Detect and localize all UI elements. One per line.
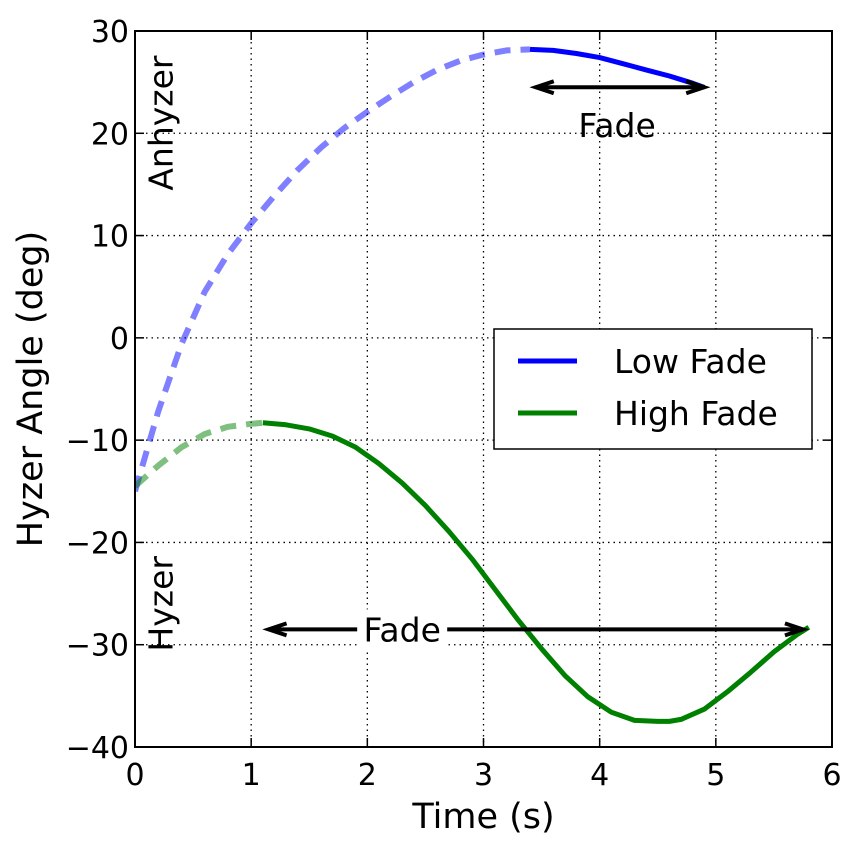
y-axis-label: Hyzer Angle (deg) xyxy=(11,231,51,547)
fade-label-background xyxy=(357,609,448,650)
x-tick-label: 1 xyxy=(242,758,261,793)
x-tick-label: 0 xyxy=(125,758,144,793)
region-label-hyzer: Hyzer xyxy=(142,556,181,652)
y-tick-label: −40 xyxy=(66,731,129,766)
legend-label-high-fade: High Fade xyxy=(614,394,778,433)
fade-label: Fade xyxy=(578,106,655,145)
series-low-fade-solid xyxy=(529,46,706,90)
x-tick-label: 5 xyxy=(706,758,725,793)
y-tick-label: 30 xyxy=(91,15,129,50)
legend: Low Fade High Fade xyxy=(493,328,813,450)
y-tick-label: −30 xyxy=(66,629,129,664)
fade-label: Fade xyxy=(363,610,440,649)
series-high-fade-dashed xyxy=(135,419,264,489)
legend-box xyxy=(493,328,813,450)
series-layer xyxy=(135,46,811,724)
ticks: 0 1 2 3 4 5 6 −40 −30 −20 −10 0 10 20 30 xyxy=(66,15,842,793)
y-tick-label: 10 xyxy=(91,220,129,255)
x-tick-label: 2 xyxy=(358,758,377,793)
y-tick-label: −20 xyxy=(66,526,129,561)
series-high-fade-solid xyxy=(262,420,811,724)
arrowhead xyxy=(685,79,711,96)
y-tick-label: −10 xyxy=(66,424,129,459)
legend-label-low-fade: Low Fade xyxy=(614,342,767,381)
x-tick-label: 6 xyxy=(822,758,841,793)
annotations: Fade Fade Anhyzer Hyzer xyxy=(142,55,810,652)
x-tick-label: 3 xyxy=(474,758,493,793)
x-tick-label: 4 xyxy=(590,758,609,793)
arrowhead xyxy=(784,621,810,638)
arrowhead xyxy=(262,621,288,638)
x-axis-label: Time (s) xyxy=(411,797,554,837)
arrowhead xyxy=(529,79,555,96)
region-label-anhyzer: Anhyzer xyxy=(142,55,181,191)
y-tick-label: 20 xyxy=(91,117,129,152)
y-tick-label: 0 xyxy=(110,322,129,357)
